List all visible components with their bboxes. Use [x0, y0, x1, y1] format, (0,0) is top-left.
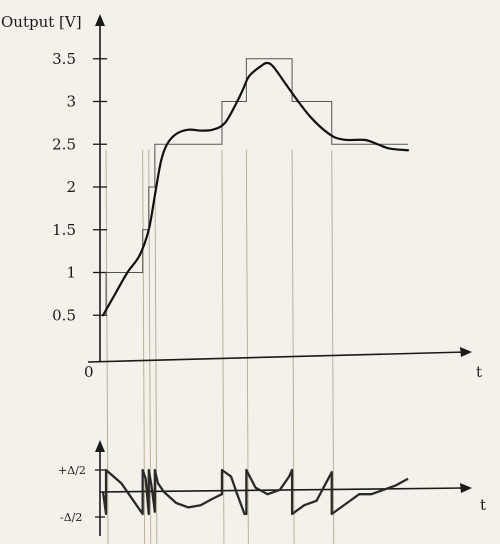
sample-guide-lines — [105, 149, 335, 544]
top-y-axis-arrowhead — [95, 14, 105, 26]
sample-guide-line — [221, 149, 225, 544]
top-x-axis — [87, 351, 467, 363]
origin-label: 0 — [84, 363, 94, 381]
plus-half-delta-label: +Δ/2 — [58, 464, 86, 477]
sample-guide-line — [105, 149, 109, 544]
bottom-x-axis-arrowhead — [460, 483, 472, 493]
y-tick-label-3: 2 — [66, 178, 76, 196]
y-tick-label-2: 1.5 — [52, 221, 76, 239]
quantization-error-series — [101, 468, 409, 516]
sample-guide-line — [245, 149, 249, 544]
top-x-axis-label: t — [476, 363, 482, 381]
sample-guide-line — [291, 149, 295, 544]
top-x-axis-arrowhead — [460, 347, 472, 357]
sample-guide-line — [331, 149, 335, 544]
y-tick-label-0: 0.5 — [52, 306, 76, 324]
top-y-axis-label: Output [V] — [1, 13, 82, 31]
y-tick-label-4: 2.5 — [52, 135, 76, 153]
y-tick-label-6: 3.5 — [52, 50, 76, 68]
y-tick-label-5: 3 — [66, 93, 76, 111]
quantized-staircase-series — [103, 58, 408, 316]
y-tick-label-1: 1 — [66, 264, 76, 282]
top-y-ticks: 0.5 1 1.5 2 2.5 3 3.5 — [52, 50, 107, 324]
bottom-x-axis — [99, 487, 467, 493]
analog-signal-series — [101, 61, 410, 317]
sample-guide-line — [142, 149, 146, 544]
minus-half-delta-label: -Δ/2 — [60, 511, 82, 524]
bottom-y-axis-arrowhead — [95, 440, 105, 452]
bottom-x-axis-label: t — [480, 496, 486, 514]
